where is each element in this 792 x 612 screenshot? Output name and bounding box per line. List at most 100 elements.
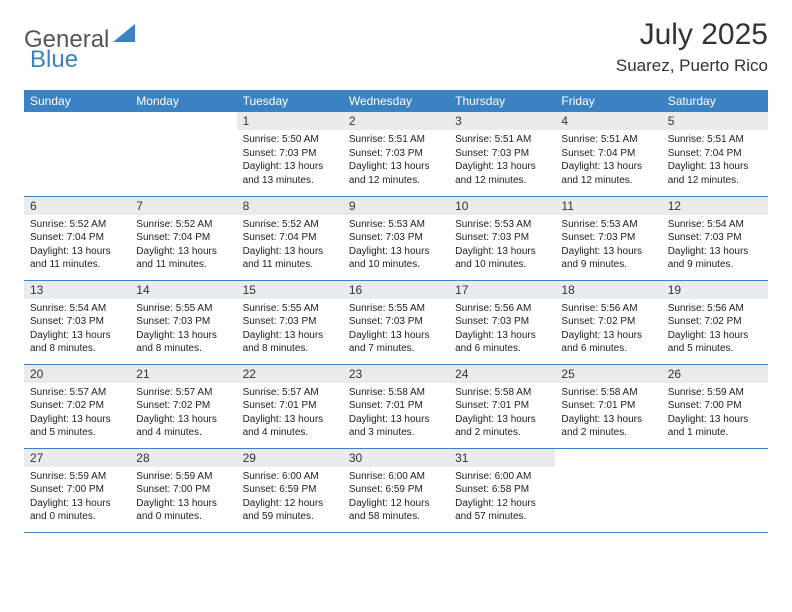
title-block: July 2025 Suarez, Puerto Rico <box>616 18 768 76</box>
sunrise-line: Sunrise: 5:52 AM <box>30 219 106 230</box>
day-body: Sunrise: 5:52 AM Sunset: 7:04 PM Daylight:… <box>24 215 130 276</box>
calendar-cell: 4Sunrise: 5:51 AMSunset: 7:04 PMDaylight… <box>555 112 661 196</box>
day-number: 15 <box>237 281 343 299</box>
day-body: Sunrise: 5:52 AMSunset: 7:04 PMDaylight:… <box>130 215 236 276</box>
daylight-line: Daylight: 13 hours and 8 minutes. <box>30 330 111 355</box>
sunset-line: Sunset: 7:04 PM <box>668 148 742 159</box>
day-body: Sunrise: 5:55 AMSunset: 7:03 PMDaylight:… <box>343 299 449 360</box>
sunrise-line: Sunrise: 5:58 AM <box>349 387 425 398</box>
calendar-cell: 14Sunrise: 5:55 AMSunset: 7:03 PMDayligh… <box>130 280 236 364</box>
sunset-line: Sunset: 7:04 PM <box>243 232 317 243</box>
sunset-line: Sunset: 7:03 PM <box>455 148 529 159</box>
day-body: Sunrise: 5:54 AMSunset: 7:03 PMDaylight:… <box>662 215 768 276</box>
sunset-line: Sunset: 6:59 PM <box>243 484 317 495</box>
sunrise-line: Sunrise: 5:56 AM <box>455 303 531 314</box>
sunrise-line: Sunrise: 5:58 AM <box>561 387 637 398</box>
day-number: 8 <box>237 197 343 215</box>
day-body: Sunrise: 5:51 AMSunset: 7:03 PMDaylight:… <box>343 130 449 191</box>
day-number: 12 <box>662 197 768 215</box>
weekday-header: Thursday <box>449 90 555 112</box>
day-number: 18 <box>555 281 661 299</box>
day-number: 22 <box>237 365 343 383</box>
daylight-line: Daylight: 13 hours and 4 minutes. <box>243 414 324 439</box>
calendar-cell: 1Sunrise: 5:50 AMSunset: 7:03 PMDaylight… <box>237 112 343 196</box>
sunset-line: Sunset: 7:03 PM <box>561 232 635 243</box>
calendar-cell-empty <box>555 448 661 532</box>
day-number: 29 <box>237 449 343 467</box>
day-number: 2 <box>343 112 449 130</box>
calendar-cell: 21Sunrise: 5:57 AMSunset: 7:02 PMDayligh… <box>130 364 236 448</box>
calendar-cell: 30Sunrise: 6:00 AMSunset: 6:59 PMDayligh… <box>343 448 449 532</box>
day-body: Sunrise: 5:57 AMSunset: 7:02 PMDaylight:… <box>130 383 236 444</box>
sunrise-line: Sunrise: 5:57 AM <box>30 387 106 398</box>
day-body: Sunrise: 5:57 AMSunset: 7:01 PMDaylight:… <box>237 383 343 444</box>
sunrise-line: Sunrise: 5:51 AM <box>561 134 637 145</box>
daylight-line: Daylight: 13 hours and 12 minutes. <box>349 161 430 186</box>
calendar-row: 20Sunrise: 5:57 AMSunset: 7:02 PMDayligh… <box>24 364 768 448</box>
day-number: 20 <box>24 365 130 383</box>
sunset-line: Sunset: 7:00 PM <box>668 400 742 411</box>
sunrise-line: Sunrise: 6:00 AM <box>243 471 319 482</box>
sunrise-line: Sunrise: 6:00 AM <box>349 471 425 482</box>
sunset-line: Sunset: 6:58 PM <box>455 484 529 495</box>
calendar-body: 1Sunrise: 5:50 AMSunset: 7:03 PMDaylight… <box>24 112 768 532</box>
day-body: Sunrise: 5:56 AMSunset: 7:02 PMDaylight:… <box>662 299 768 360</box>
daylight-line: Daylight: 13 hours and 8 minutes. <box>136 330 217 355</box>
calendar-cell-empty <box>662 448 768 532</box>
day-number: 3 <box>449 112 555 130</box>
sunrise-line: Sunrise: 5:57 AM <box>136 387 212 398</box>
calendar-cell: 11Sunrise: 5:53 AMSunset: 7:03 PMDayligh… <box>555 196 661 280</box>
weekday-header: Saturday <box>662 90 768 112</box>
day-body: Sunrise: 5:54 AMSunset: 7:03 PMDaylight:… <box>24 299 130 360</box>
daylight-line: Daylight: 13 hours and 9 minutes. <box>561 246 642 271</box>
daylight-line: Daylight: 13 hours and 3 minutes. <box>349 414 430 439</box>
calendar-cell: 10Sunrise: 5:53 AMSunset: 7:03 PMDayligh… <box>449 196 555 280</box>
day-number: 19 <box>662 281 768 299</box>
day-number: 16 <box>343 281 449 299</box>
day-number: 30 <box>343 449 449 467</box>
sunset-line: Sunset: 7:02 PM <box>30 400 104 411</box>
calendar-cell: 19Sunrise: 5:56 AMSunset: 7:02 PMDayligh… <box>662 280 768 364</box>
sunrise-line: Sunrise: 5:56 AM <box>668 303 744 314</box>
day-body: Sunrise: 5:56 AMSunset: 7:02 PMDaylight:… <box>555 299 661 360</box>
day-body: Sunrise: 5:55 AMSunset: 7:03 PMDaylight:… <box>237 299 343 360</box>
calendar-cell: 13Sunrise: 5:54 AMSunset: 7:03 PMDayligh… <box>24 280 130 364</box>
day-number: 7 <box>130 197 236 215</box>
logo-sail-icon <box>113 24 135 47</box>
sunrise-line: Sunrise: 5:59 AM <box>136 471 212 482</box>
sunrise-line: Sunrise: 5:53 AM <box>455 219 531 230</box>
day-number: 9 <box>343 197 449 215</box>
sunset-line: Sunset: 7:03 PM <box>30 316 104 327</box>
weekday-row: SundayMondayTuesdayWednesdayThursdayFrid… <box>24 90 768 112</box>
sunrise-line: Sunrise: 5:51 AM <box>668 134 744 145</box>
daylight-line: Daylight: 13 hours and 8 minutes. <box>243 330 324 355</box>
weekday-header: Sunday <box>24 90 130 112</box>
day-number: 6 <box>24 197 130 215</box>
daylight-line: Daylight: 13 hours and 11 minutes. <box>30 246 111 271</box>
calendar-cell: 15Sunrise: 5:55 AMSunset: 7:03 PMDayligh… <box>237 280 343 364</box>
sunrise-line: Sunrise: 6:00 AM <box>455 471 531 482</box>
sunset-line: Sunset: 7:04 PM <box>561 148 635 159</box>
weekday-header: Wednesday <box>343 90 449 112</box>
calendar-cell: 7Sunrise: 5:52 AMSunset: 7:04 PMDaylight… <box>130 196 236 280</box>
day-number: 27 <box>24 449 130 467</box>
sunset-line: Sunset: 7:00 PM <box>30 484 104 495</box>
logo-text-blue: Blue <box>30 46 78 74</box>
calendar-cell: 29Sunrise: 6:00 AMSunset: 6:59 PMDayligh… <box>237 448 343 532</box>
sunset-line: Sunset: 7:03 PM <box>349 232 423 243</box>
calendar-row: 13Sunrise: 5:54 AMSunset: 7:03 PMDayligh… <box>24 280 768 364</box>
day-number: 1 <box>237 112 343 130</box>
daylight-line: Daylight: 13 hours and 1 minute. <box>668 414 749 439</box>
sunset-line: Sunset: 7:00 PM <box>136 484 210 495</box>
daylight-line: Daylight: 13 hours and 0 minutes. <box>30 498 111 523</box>
calendar-row: 27 Sunrise: 5:59 AM Sunset: 7:00 PM Dayligh… <box>24 448 768 532</box>
sunrise-line: Sunrise: 5:53 AM <box>561 219 637 230</box>
day-body: Sunrise: 5:59 AMSunset: 7:00 PMDaylight:… <box>130 467 236 528</box>
sunrise-line: Sunrise: 5:59 AM <box>30 471 106 482</box>
daylight-line: Daylight: 13 hours and 2 minutes. <box>455 414 536 439</box>
day-body: Sunrise: 5:57 AMSunset: 7:02 PMDaylight:… <box>24 383 130 444</box>
sunset-line: Sunset: 7:04 PM <box>30 232 104 243</box>
day-body: Sunrise: 5:53 AMSunset: 7:03 PMDaylight:… <box>343 215 449 276</box>
sunset-line: Sunset: 7:01 PM <box>349 400 423 411</box>
sunrise-line: Sunrise: 5:52 AM <box>243 219 319 230</box>
